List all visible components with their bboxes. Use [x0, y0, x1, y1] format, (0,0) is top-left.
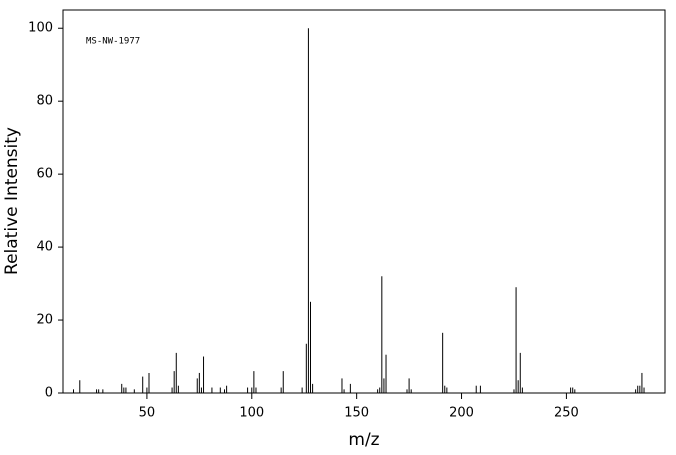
y-tick-label: 0	[45, 386, 53, 401]
y-axis-label: Relative Intensity	[2, 127, 22, 275]
x-tick-label: 50	[139, 406, 156, 421]
y-tick-label: 100	[28, 21, 53, 36]
y-tick-label: 60	[36, 167, 53, 182]
y-tick-label: 80	[36, 94, 53, 109]
plot-frame	[62, 9, 666, 394]
y-tick-label: 20	[36, 313, 53, 328]
x-tick-label: 200	[449, 406, 474, 421]
x-tick-label: 100	[239, 406, 264, 421]
x-tick-label: 150	[344, 406, 369, 421]
annotation: MS-NW-1977	[86, 37, 140, 47]
y-tick-label: 40	[36, 240, 53, 255]
x-tick-label: 250	[554, 406, 579, 421]
x-axis-label: m/z	[348, 430, 379, 450]
